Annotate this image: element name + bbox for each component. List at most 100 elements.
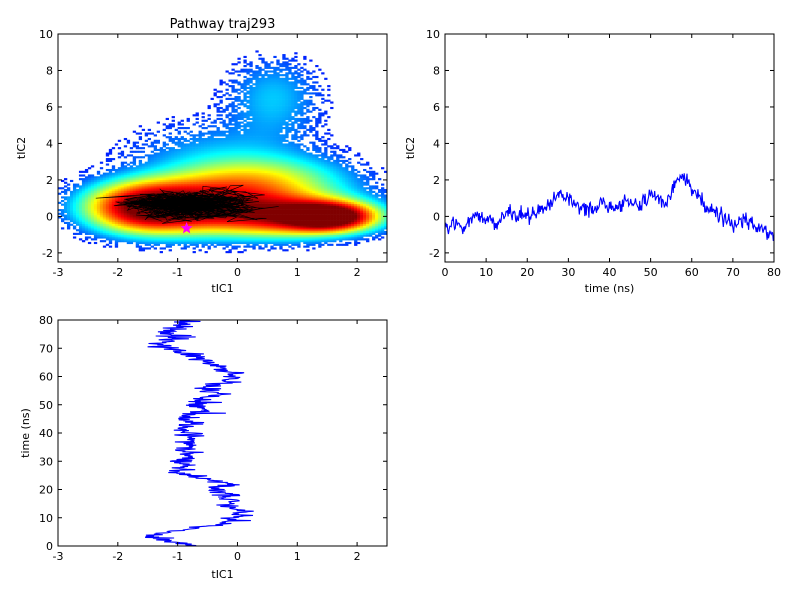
density-cell bbox=[270, 230, 274, 234]
density-cell bbox=[252, 181, 256, 184]
density-cell bbox=[252, 74, 256, 77]
density-cell bbox=[249, 236, 253, 239]
density-cell bbox=[240, 154, 244, 157]
density-cell bbox=[96, 183, 101, 186]
density-cell bbox=[198, 152, 202, 155]
density-cell bbox=[192, 158, 196, 161]
density-cell bbox=[159, 154, 163, 157]
density-cell bbox=[288, 110, 292, 113]
density-cell bbox=[81, 220, 86, 223]
density-cell bbox=[267, 90, 271, 93]
density-cell bbox=[171, 172, 175, 175]
density-cell bbox=[285, 125, 289, 128]
density-cell bbox=[90, 194, 95, 197]
density-cell bbox=[198, 132, 202, 135]
density-cell bbox=[84, 203, 89, 206]
density-cell bbox=[285, 230, 289, 234]
density-cell bbox=[255, 198, 259, 201]
density-cell bbox=[282, 65, 286, 68]
density-cell bbox=[198, 234, 202, 237]
density-cell bbox=[108, 229, 113, 232]
density-cell bbox=[261, 119, 265, 122]
density-cell bbox=[246, 172, 250, 175]
density-cell bbox=[105, 203, 110, 206]
density-cell bbox=[279, 136, 283, 139]
density-cell bbox=[192, 123, 196, 126]
density-cell bbox=[58, 192, 62, 195]
density-cell bbox=[258, 105, 262, 108]
density-cell bbox=[291, 161, 295, 164]
density-cell bbox=[279, 103, 283, 106]
density-cell bbox=[186, 236, 190, 239]
density-cell bbox=[93, 176, 98, 179]
density-cell bbox=[123, 214, 128, 217]
density-cell bbox=[216, 227, 220, 230]
density-cell bbox=[210, 223, 214, 226]
density-cell bbox=[63, 205, 68, 208]
density-cell bbox=[261, 57, 265, 60]
density-cell bbox=[210, 145, 214, 148]
density-cell bbox=[153, 170, 157, 173]
density-cell bbox=[252, 105, 256, 108]
density-cell bbox=[87, 214, 92, 217]
density-cell bbox=[171, 137, 175, 141]
density-cell bbox=[279, 79, 283, 82]
density-cell bbox=[267, 185, 271, 188]
density-cell bbox=[159, 167, 163, 170]
density-cell bbox=[180, 165, 184, 168]
density-cell bbox=[288, 68, 292, 71]
density-cell bbox=[84, 209, 89, 212]
density-cell bbox=[93, 234, 98, 237]
density-cell bbox=[276, 203, 280, 206]
density-cell bbox=[282, 54, 286, 57]
density-cell bbox=[153, 187, 157, 190]
density-cell bbox=[231, 103, 235, 106]
density-cell bbox=[255, 170, 259, 173]
density-cell bbox=[108, 203, 113, 206]
density-cell bbox=[270, 190, 274, 193]
density-cell bbox=[252, 220, 256, 223]
density-cell bbox=[267, 139, 271, 142]
density-cell bbox=[123, 225, 128, 228]
density-cell bbox=[132, 176, 137, 179]
density-cell bbox=[291, 110, 295, 113]
density-cell bbox=[249, 110, 253, 113]
density-cell bbox=[219, 117, 223, 121]
density-cell bbox=[114, 198, 119, 201]
density-cell bbox=[270, 163, 274, 166]
density-cell bbox=[111, 194, 116, 197]
density-cell bbox=[213, 176, 217, 179]
density-cell bbox=[177, 159, 181, 162]
density-cell bbox=[171, 181, 175, 184]
density-cell bbox=[129, 232, 134, 235]
density-cell bbox=[141, 223, 146, 226]
density-cell bbox=[297, 205, 301, 208]
density-cell bbox=[78, 174, 83, 177]
density-cell bbox=[261, 143, 265, 146]
density-cell bbox=[144, 154, 149, 157]
density-cell bbox=[273, 194, 277, 197]
density-cell bbox=[267, 225, 271, 228]
density-cell bbox=[240, 234, 244, 237]
density-cell bbox=[72, 196, 77, 199]
density-cell bbox=[123, 223, 128, 226]
density-cell bbox=[258, 232, 262, 235]
density-cell bbox=[117, 196, 122, 199]
density-cell bbox=[294, 134, 298, 137]
density-cell bbox=[291, 218, 295, 221]
density-cell bbox=[141, 229, 146, 232]
density-cell bbox=[261, 75, 265, 79]
density-cell bbox=[198, 240, 202, 243]
density-cell bbox=[264, 112, 268, 115]
density-cell bbox=[225, 88, 229, 91]
density-cell bbox=[168, 156, 172, 159]
density-cell bbox=[249, 234, 253, 237]
density-cell bbox=[114, 143, 119, 146]
density-cell bbox=[216, 145, 220, 148]
density-cell bbox=[183, 152, 187, 155]
density-cell bbox=[267, 134, 271, 137]
density-cell bbox=[285, 94, 289, 97]
density-cell bbox=[255, 72, 259, 75]
density-cell bbox=[279, 127, 283, 130]
density-cell bbox=[288, 187, 292, 190]
